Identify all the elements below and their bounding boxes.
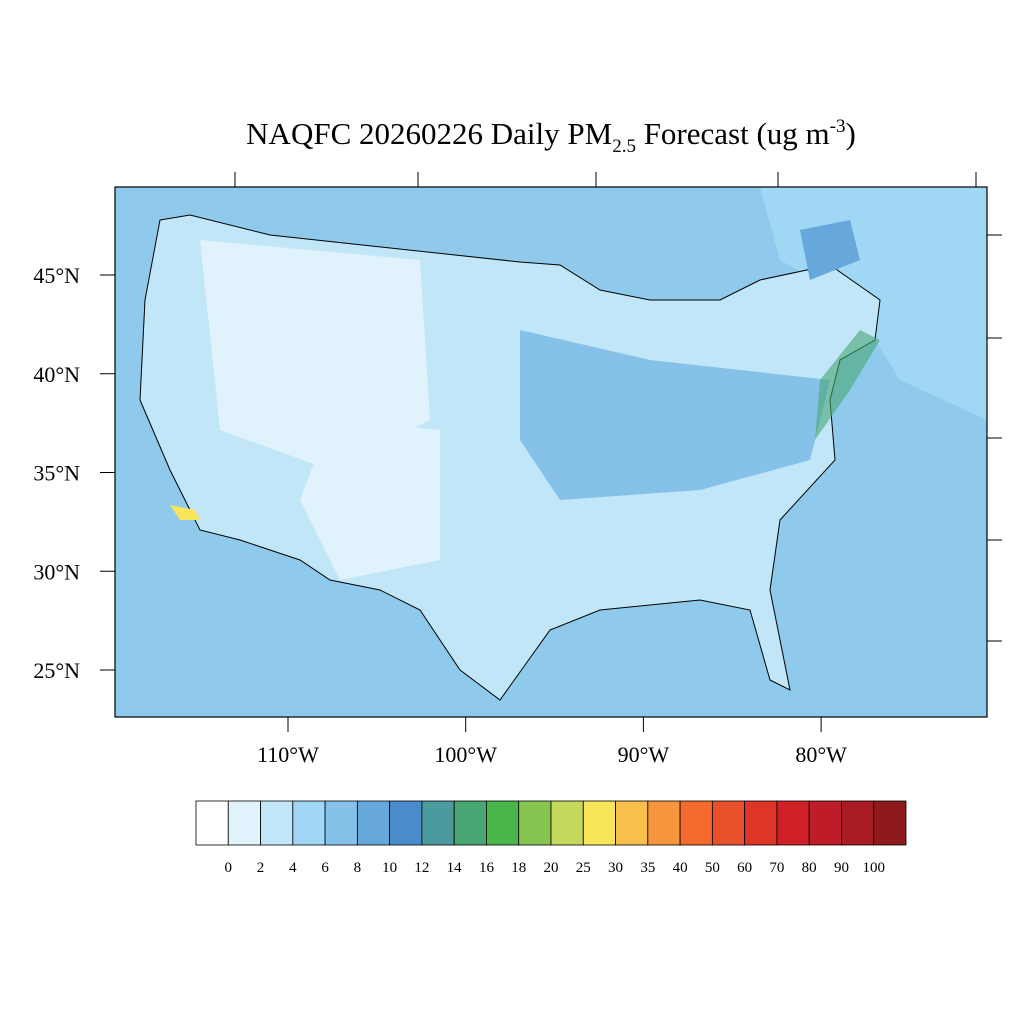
title-middle: Forecast (ug m xyxy=(636,116,830,151)
hotspot xyxy=(170,505,200,520)
title: NAQFC 20260226 Daily PM2.5 Forecast (ug … xyxy=(246,116,856,157)
colorbar-box xyxy=(841,800,875,846)
colorbar-box xyxy=(615,800,649,846)
colorbar-label: 0 xyxy=(225,860,233,876)
colorbar-box xyxy=(195,800,229,846)
colorbar-label: 30 xyxy=(608,860,623,876)
lat-label: 40°N xyxy=(33,362,80,387)
lat-label: 25°N xyxy=(33,658,80,683)
title-main: NAQFC 20260226 Daily PM xyxy=(246,116,612,151)
colorbar-label: 14 xyxy=(447,860,463,876)
lon-label: 90°W xyxy=(618,742,670,767)
mid-region xyxy=(800,220,860,280)
colorbar-label: 12 xyxy=(414,860,429,876)
colorbar-box xyxy=(421,800,455,846)
colorbar-box xyxy=(260,800,294,846)
lat-label: 45°N xyxy=(33,263,80,288)
lon-label: 110°W xyxy=(257,742,319,767)
colorbar-label: 18 xyxy=(511,860,526,876)
lat-label: 30°N xyxy=(33,559,80,584)
colorbar-label: 25 xyxy=(576,860,591,876)
colorbar-box xyxy=(227,800,261,846)
lon-label: 80°W xyxy=(795,742,847,767)
colorbar-label: 50 xyxy=(705,860,720,876)
colorbar-label: 4 xyxy=(289,860,297,876)
colorbar-box xyxy=(582,800,616,846)
projection-ticks xyxy=(234,172,1002,642)
colorbar-box xyxy=(711,800,746,846)
colorbar-box xyxy=(776,800,810,846)
colorbar-label: 80 xyxy=(802,860,817,876)
colorbar-box xyxy=(453,800,487,846)
colorbar-label: 10 xyxy=(382,860,397,876)
colorbar-box xyxy=(808,800,842,846)
colorbar-box xyxy=(486,800,520,846)
map-frame xyxy=(114,186,988,718)
colorbar-label: 90 xyxy=(834,860,849,876)
colorbar-label: 2 xyxy=(257,860,265,876)
colorbar-box xyxy=(679,800,713,846)
mid-region xyxy=(520,330,830,500)
colorbar-box xyxy=(744,800,778,846)
colorbar-label: 100 xyxy=(862,860,885,876)
colorbar-box xyxy=(324,800,358,846)
colorbar-label: 60 xyxy=(737,860,752,876)
colorbar-label: 40 xyxy=(673,860,688,876)
title-superscript: -3 xyxy=(830,116,846,137)
colorbar-label: 20 xyxy=(544,860,559,876)
colorbar-label: 35 xyxy=(640,860,655,876)
title-subscript: 2.5 xyxy=(612,136,636,157)
colorbar-box xyxy=(292,800,326,846)
colorbar-label: 70 xyxy=(769,860,784,876)
colorbar-box xyxy=(389,800,423,846)
lat-label: 35°N xyxy=(33,461,80,486)
high-region xyxy=(815,330,880,440)
light-region xyxy=(200,240,430,470)
colorbar-label: 6 xyxy=(321,860,329,876)
map xyxy=(114,172,1002,718)
colorbar-box xyxy=(873,800,907,846)
colorbar-box xyxy=(356,800,391,846)
title-end: ) xyxy=(845,116,855,151)
colorbar-box xyxy=(647,800,681,846)
lon-label: 100°W xyxy=(434,742,497,767)
light-region xyxy=(300,420,440,580)
colorbar-box xyxy=(550,800,584,846)
colorbar-label: 16 xyxy=(479,860,495,876)
colorbar-label: 8 xyxy=(354,860,362,876)
colorbar-box xyxy=(518,800,552,846)
